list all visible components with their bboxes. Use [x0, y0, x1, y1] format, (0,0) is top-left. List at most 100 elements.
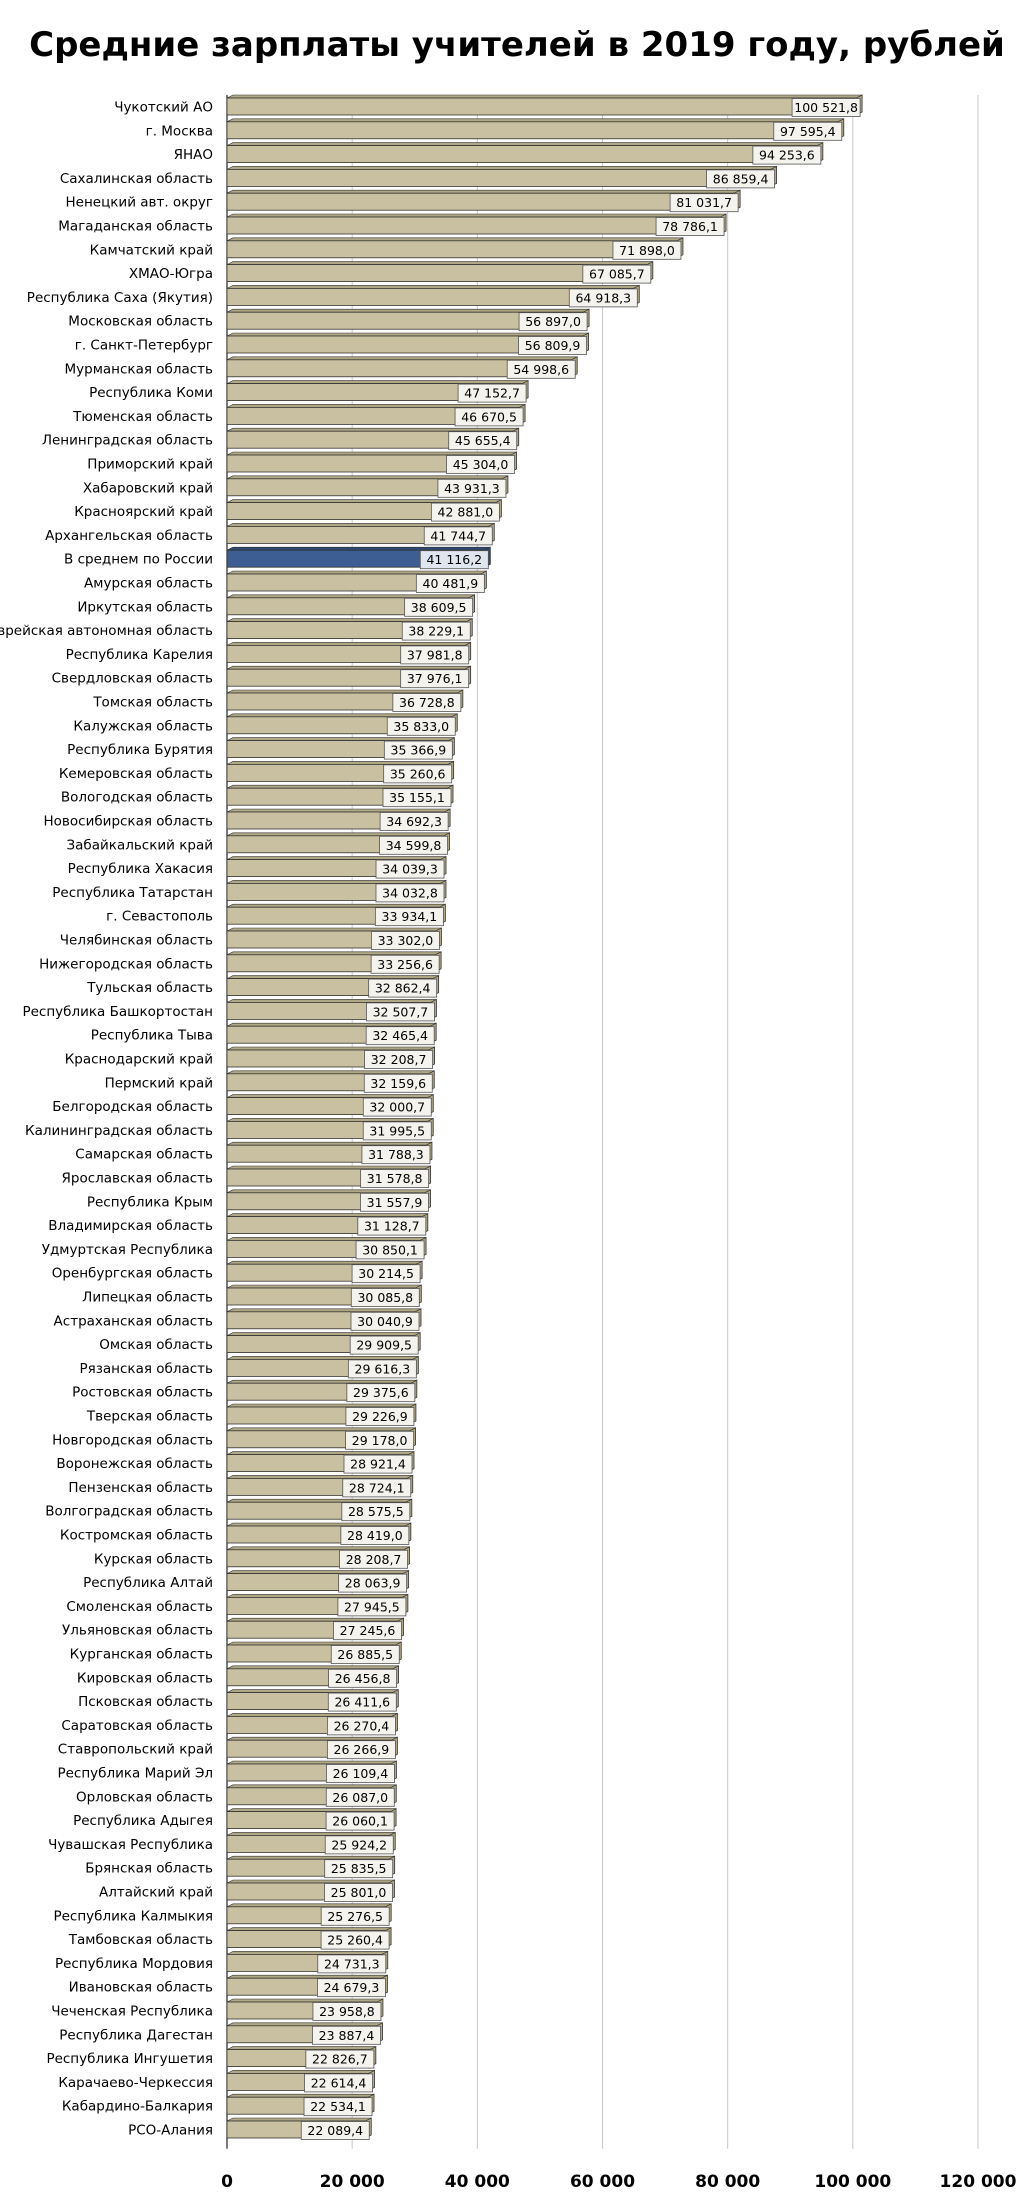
data-label-box-26 [386, 716, 456, 736]
data-label-45: 31 578,8 [367, 1171, 423, 1186]
data-label-box-12 [457, 383, 527, 403]
category-label-77: Тамбовская область [68, 1932, 213, 1948]
bar-row-16: 43 931,3 [226, 475, 509, 498]
data-label-box-40 [364, 1050, 433, 1069]
bar-top-47 [226, 1213, 428, 1217]
bar-top-1 [226, 118, 844, 123]
data-label-46: 31 557,9 [367, 1195, 423, 1210]
category-label-23: Республика Карелия [66, 647, 213, 663]
bar-top-72 [226, 1808, 397, 1812]
category-label-26: Калужская область [73, 718, 213, 734]
data-label-11: 54 998,6 [513, 362, 569, 377]
data-label-58: 28 724,1 [349, 1480, 405, 1495]
category-label-16: Хабаровский край [83, 480, 213, 496]
category-label-13: Тюменская область [72, 409, 213, 425]
data-label-box-75 [324, 1883, 393, 1902]
category-label-46: Республика Крым [87, 1194, 213, 1210]
bar-row-62: 28 063,9 [226, 1569, 410, 1593]
bar-row-1: 97 595,4 [226, 118, 845, 141]
bar-row-31: 34 599,8 [226, 832, 450, 855]
category-label-12: Республика Коми [89, 385, 213, 401]
category-label-48: Удмуртская Республика [42, 1242, 213, 1258]
data-label-83: 22 614,4 [311, 2075, 367, 2090]
bar-top-36 [226, 951, 442, 956]
data-label-44: 31 788,3 [368, 1147, 424, 1162]
data-label-box-15 [446, 455, 515, 474]
data-label-box-4 [669, 193, 739, 213]
data-label-60: 28 419,0 [347, 1528, 403, 1543]
bar-top-80 [226, 1998, 384, 2003]
data-label-62: 28 063,9 [345, 1576, 401, 1591]
bar-row-2: 94 253,6 [226, 141, 824, 165]
category-label-43: Калининградская область [25, 1123, 213, 1139]
bar-row-79: 24 679,3 [226, 1974, 388, 1998]
bar-row-59: 28 575,5 [226, 1498, 413, 1522]
category-label-74: Брянская область [85, 1861, 213, 1877]
data-label-77: 25 260,4 [327, 1933, 383, 1948]
data-label-8: 64 918,3 [575, 290, 631, 305]
bar-top-45 [226, 1165, 431, 1170]
bar-row-23: 37 981,8 [226, 641, 472, 665]
bar-top-44 [226, 1141, 433, 1146]
bar-top-69 [226, 1736, 398, 1741]
category-labels: Чукотский АО г. Москва ЯНАО Сахалинская обл… [0, 100, 213, 2139]
bar-row-7: 67 085,7 [226, 260, 654, 284]
bar-top-49 [226, 1260, 423, 1265]
bar-top-43 [226, 1118, 434, 1122]
category-label-83: Карачаево-Черкессия [58, 2075, 213, 2091]
data-label-19: 41 116,2 [426, 552, 482, 567]
data-label-box-22 [401, 621, 471, 641]
bar-top-61 [226, 1546, 410, 1551]
bar-top-7 [226, 261, 653, 265]
category-label-0: Чукотский АО [114, 100, 213, 116]
category-label-19: В среднем по России [64, 552, 213, 568]
bar-top-2 [226, 142, 824, 146]
chart-title: Средние зарплаты учителей в 2019 году, р… [29, 25, 1005, 65]
data-label-55: 29 226,9 [352, 1409, 408, 1424]
data-label-box-85 [300, 2121, 370, 2140]
data-label-box-23 [400, 645, 470, 665]
data-label-3: 86 859,4 [713, 171, 769, 186]
bar-top-56 [226, 1427, 416, 1432]
bar-row-61: 28 208,7 [226, 1546, 410, 1569]
data-label-box-53 [347, 1359, 417, 1379]
bar-row-78: 24 731,3 [226, 1950, 389, 1974]
data-label-76: 25 276,5 [327, 1909, 383, 1924]
data-label-box-9 [518, 312, 588, 332]
data-label-box-8 [568, 288, 638, 308]
bar-top-18 [226, 523, 495, 527]
category-label-34: г. Севастополь [106, 909, 213, 925]
data-label-box-20 [415, 574, 485, 593]
data-label-box-42 [362, 1097, 432, 1117]
data-label-53: 29 616,3 [355, 1361, 411, 1376]
bar-top-52 [226, 1332, 421, 1336]
category-label-76: Республика Калмыкия [53, 1908, 213, 1924]
data-label-box-64 [333, 1621, 402, 1641]
data-label-box-49 [351, 1264, 421, 1284]
data-label-1: 97 595,4 [780, 124, 836, 139]
category-label-56: Новгородская область [52, 1432, 213, 1448]
category-label-52: Омская область [99, 1337, 213, 1353]
bar-top-39 [226, 1022, 437, 1027]
bar-row-64: 27 245,6 [226, 1617, 404, 1641]
data-label-68: 26 270,4 [334, 1718, 390, 1733]
bar-top-57 [226, 1451, 415, 1455]
data-label-47: 31 128,7 [364, 1219, 420, 1234]
bar-row-65: 26 885,5 [226, 1641, 402, 1664]
data-label-box-55 [345, 1407, 415, 1426]
data-label-36: 33 256,6 [377, 957, 433, 972]
bar-top-23 [226, 642, 471, 646]
data-label-12: 47 152,7 [464, 386, 520, 401]
data-label-box-1 [773, 121, 843, 141]
bar-row-74: 25 835,5 [226, 1855, 396, 1879]
data-label-box-84 [303, 2097, 373, 2117]
bar-top-31 [226, 832, 450, 837]
bar-top-79 [226, 1974, 388, 1979]
bar-top-15 [226, 451, 517, 456]
data-label-box-18 [423, 526, 493, 546]
data-label-21: 38 609,5 [411, 600, 467, 615]
data-label-6: 71 898,0 [619, 243, 675, 258]
bar-row-63: 27 945,5 [226, 1593, 409, 1617]
bar-row-77: 25 260,4 [226, 1926, 392, 1950]
bar-top-68 [226, 1713, 398, 1717]
